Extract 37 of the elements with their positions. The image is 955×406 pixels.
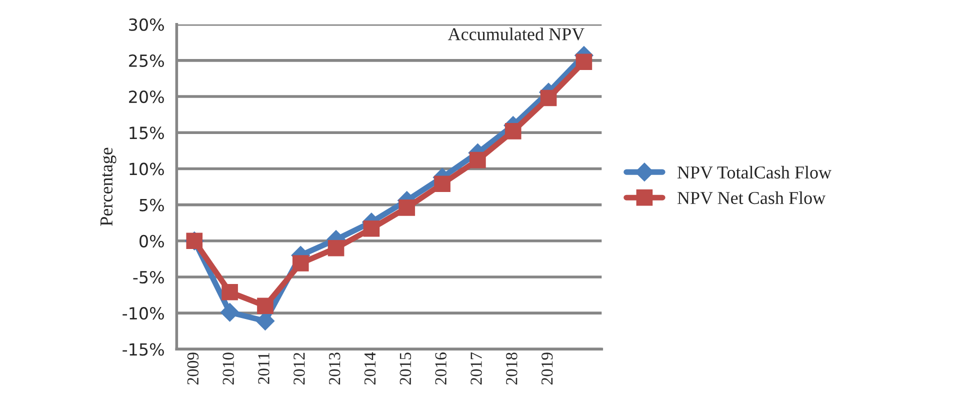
x-tick-label: 2009 bbox=[187, 352, 199, 385]
point bbox=[576, 54, 592, 70]
legend-label: NPV Net Cash Flow bbox=[677, 191, 826, 204]
y-tick-label: -15% bbox=[122, 343, 164, 356]
point bbox=[398, 200, 416, 216]
x-tick-label: 2018 bbox=[506, 352, 518, 385]
point bbox=[434, 176, 450, 192]
x-tick-label: 2010 bbox=[222, 352, 234, 385]
y-tick-label: 0% bbox=[140, 234, 164, 248]
y-tick-label: -10% bbox=[122, 307, 164, 320]
chart-title: Accumulated NPV bbox=[448, 28, 584, 40]
point bbox=[540, 90, 557, 106]
y-tick-label: 5% bbox=[140, 198, 164, 212]
x-tick-label: 2013 bbox=[328, 352, 340, 385]
y-tick-label: 10% bbox=[130, 162, 164, 176]
point bbox=[292, 255, 309, 272]
y-tick-label: 20% bbox=[129, 90, 164, 104]
point bbox=[220, 302, 240, 322]
x-tick-label: 2014 bbox=[364, 352, 376, 385]
legend-label: NPV TotalCash Flow bbox=[677, 166, 832, 179]
point bbox=[470, 152, 486, 168]
x-tick-label: 2016 bbox=[435, 352, 446, 385]
x-tick-label: 2019 bbox=[541, 352, 553, 385]
y-axis-title: Percentage bbox=[100, 148, 116, 226]
point bbox=[328, 240, 344, 256]
y-tick-label: 25% bbox=[129, 54, 164, 68]
point bbox=[222, 284, 238, 300]
point bbox=[363, 220, 380, 237]
x-tick-label: 2017 bbox=[470, 352, 482, 385]
y-tick-label: -5% bbox=[133, 270, 164, 284]
y-tick-label: 30% bbox=[129, 18, 164, 31]
point bbox=[257, 298, 274, 314]
x-tick-label: 2011 bbox=[258, 352, 270, 384]
x-tick-label: 2015 bbox=[400, 352, 412, 385]
y-tick-label: 15% bbox=[130, 126, 164, 140]
x-tick-label: 2012 bbox=[294, 352, 305, 385]
point bbox=[504, 123, 522, 140]
